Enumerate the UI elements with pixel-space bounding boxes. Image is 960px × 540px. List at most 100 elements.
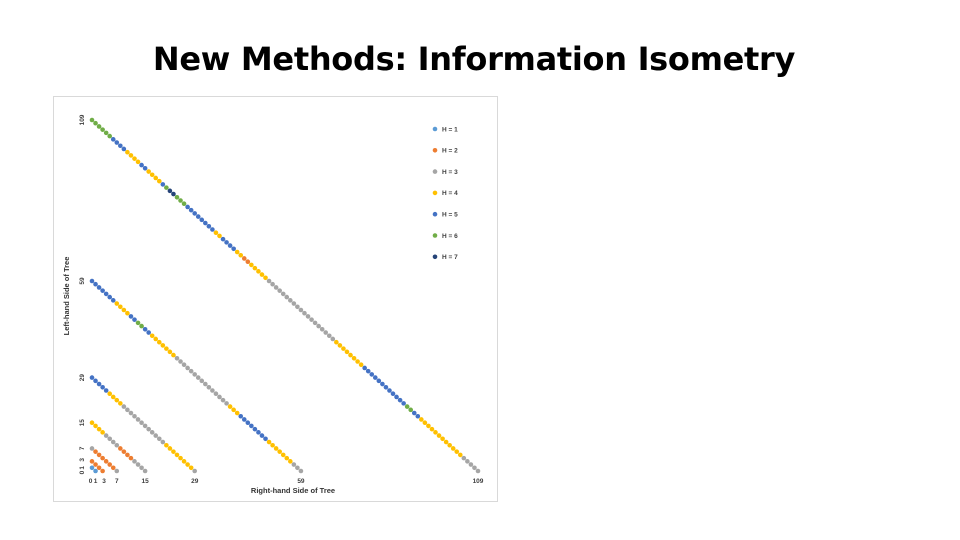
data-point: [210, 388, 215, 393]
data-point: [114, 301, 120, 306]
x-tick-label: 109: [473, 478, 484, 485]
data-point: [217, 233, 222, 239]
data-point: [199, 217, 205, 223]
data-point: [415, 413, 421, 419]
data-point: [103, 459, 109, 464]
data-point: [93, 378, 98, 384]
data-point: [440, 436, 445, 442]
data-point: [337, 343, 343, 348]
data-point: [203, 381, 208, 387]
data-point: [89, 459, 95, 464]
points-layer: [89, 117, 481, 474]
data-point: [323, 330, 329, 335]
data-point: [192, 211, 197, 216]
x-tick-label: 3: [102, 478, 106, 485]
data-point: [181, 201, 187, 207]
data-point: [100, 288, 105, 293]
data-point: [100, 127, 105, 132]
data-point: [156, 436, 162, 442]
data-point: [93, 462, 98, 467]
data-point: [160, 343, 166, 348]
data-point: [422, 420, 428, 426]
data-point: [107, 294, 113, 300]
data-point: [263, 436, 268, 442]
data-point: [135, 320, 141, 326]
data-point: [135, 159, 141, 165]
data-point: [266, 278, 272, 284]
data-point: [167, 188, 173, 194]
data-point: [206, 384, 212, 390]
data-point: [121, 307, 127, 313]
data-point: [199, 378, 205, 384]
data-point: [178, 455, 183, 461]
data-point: [245, 420, 251, 426]
data-point: [121, 146, 127, 152]
data-point: [89, 465, 95, 471]
data-point: [160, 439, 166, 445]
data-point: [295, 304, 300, 310]
data-point: [291, 301, 297, 306]
data-point: [309, 317, 314, 322]
data-point: [121, 449, 127, 454]
data-point: [142, 327, 148, 332]
data-point: [270, 442, 275, 448]
x-axis-label: Right-hand Side of Tree: [251, 486, 335, 495]
data-point: [125, 452, 130, 458]
data-point: [280, 452, 286, 458]
legend-marker: [432, 211, 438, 217]
data-point: [234, 410, 240, 416]
legend-marker: [432, 254, 438, 260]
data-point: [450, 446, 456, 451]
legend-label: H = 3: [442, 169, 458, 176]
data-point: [89, 278, 95, 284]
data-point: [100, 384, 105, 390]
data-point: [224, 401, 229, 406]
data-point: [284, 294, 290, 300]
data-point: [174, 452, 180, 458]
data-point: [227, 243, 233, 248]
data-point: [411, 410, 417, 416]
data-point: [139, 323, 144, 329]
y-tick-label: 59: [79, 277, 86, 285]
data-point: [96, 124, 102, 129]
data-point: [284, 455, 290, 461]
data-point: [103, 291, 109, 297]
data-point: [291, 462, 297, 467]
data-point: [164, 442, 169, 448]
data-point: [142, 468, 148, 474]
data-point: [188, 207, 194, 213]
data-point: [426, 423, 431, 429]
data-point: [114, 397, 120, 403]
data-point: [280, 291, 286, 297]
data-point: [89, 375, 95, 380]
data-point: [457, 452, 463, 458]
data-point: [149, 333, 155, 339]
data-point: [397, 397, 403, 403]
legend-label: H = 5: [442, 212, 458, 219]
data-point: [433, 430, 438, 435]
data-point: [234, 249, 240, 255]
data-point: [259, 433, 265, 438]
legend-marker: [432, 233, 438, 238]
data-point: [210, 227, 215, 232]
data-point: [256, 269, 261, 274]
data-point: [178, 359, 183, 364]
data-point: [273, 285, 279, 290]
legend-item: H = 2: [432, 148, 458, 155]
data-point: [103, 388, 109, 393]
data-point: [167, 446, 173, 451]
y-tick-label: 0: [79, 470, 86, 474]
data-point: [394, 394, 399, 400]
data-point: [195, 375, 201, 380]
data-point: [270, 281, 275, 287]
data-point: [128, 410, 134, 416]
y-tick-label: 29: [79, 374, 86, 382]
data-point: [153, 433, 159, 438]
data-point: [192, 372, 197, 377]
legend-label: H = 1: [442, 126, 458, 133]
data-point: [231, 246, 236, 252]
data-point: [252, 265, 258, 271]
legend-marker: [432, 169, 438, 174]
data-point: [110, 394, 116, 400]
